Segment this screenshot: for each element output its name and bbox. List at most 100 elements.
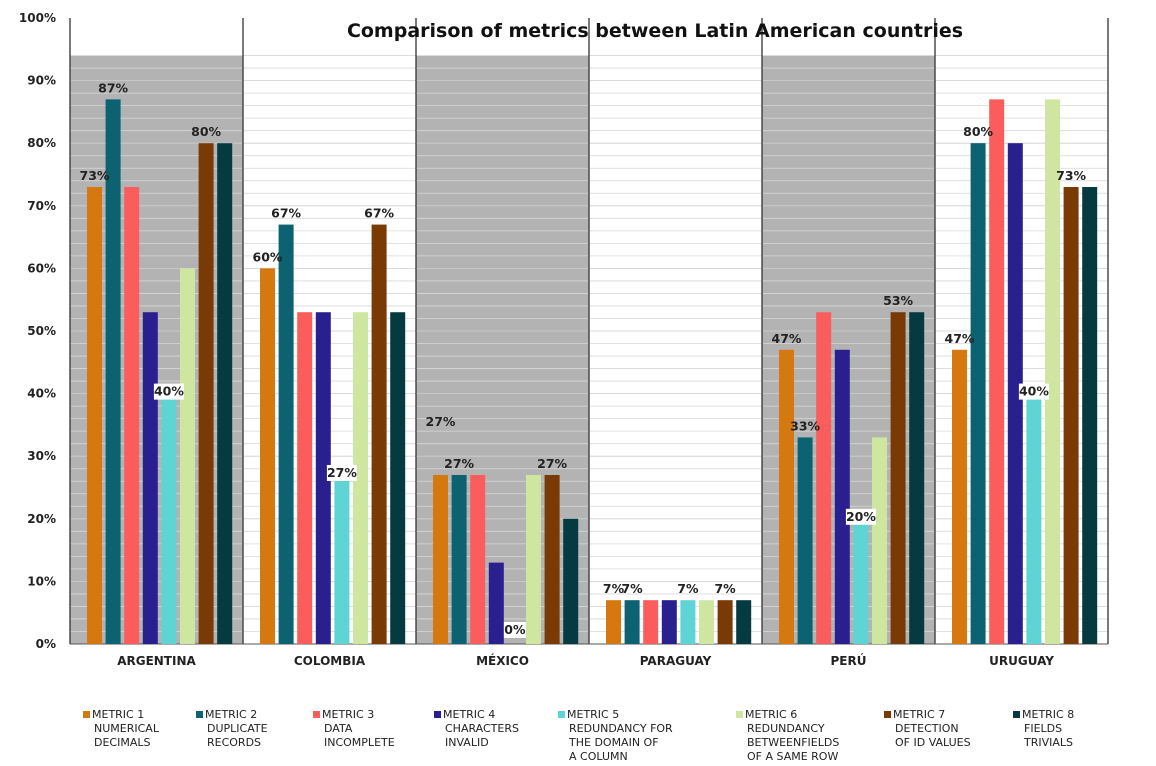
data-label: 87%: [98, 80, 128, 95]
y-tick-label: 50%: [27, 324, 56, 338]
bar: [834, 349, 850, 644]
data-label: 67%: [364, 206, 394, 221]
y-tick-label: 100%: [19, 11, 56, 25]
legend-swatch: [558, 711, 565, 718]
legend-label: NUMERICAL: [94, 722, 160, 735]
category-label: PERÚ: [831, 653, 867, 668]
bar: [105, 99, 121, 644]
legend-label: FIELDS: [1024, 722, 1062, 735]
legend-label: OF A SAME ROW: [747, 750, 838, 763]
legend-label: METRIC 3: [322, 708, 374, 721]
legend-label: THE DOMAIN OF: [568, 736, 659, 749]
bar: [87, 187, 102, 644]
bar: [909, 312, 925, 644]
data-label: 27%: [327, 465, 357, 480]
bar: [1082, 187, 1098, 644]
bar: [161, 393, 177, 644]
y-tick-label: 40%: [27, 387, 56, 401]
data-label: 27%: [537, 456, 567, 471]
bar: [606, 600, 621, 644]
data-label: 40%: [154, 384, 184, 399]
legend-label: RECORDS: [207, 736, 261, 749]
legend-label: INCOMPLETE: [324, 736, 395, 749]
data-label: 60%: [253, 249, 283, 264]
data-label: 27%: [444, 456, 474, 471]
data-label: 33%: [790, 418, 820, 433]
bar: [1026, 393, 1042, 644]
data-label-box: [1018, 383, 1049, 400]
bar: [952, 349, 967, 644]
bar: [470, 474, 486, 644]
bar: [736, 600, 752, 644]
bar: [1063, 187, 1079, 644]
bar: [779, 349, 794, 644]
legend-label: METRIC 5: [567, 708, 619, 721]
legend-label: METRIC 4: [443, 708, 495, 721]
bar: [989, 99, 1005, 644]
bar: [142, 312, 158, 644]
legend-label: A COLUMN: [569, 750, 628, 763]
legend-label: DATA: [324, 722, 353, 735]
data-label: 80%: [191, 124, 221, 139]
bar: [526, 474, 541, 644]
bar: [451, 474, 467, 644]
data-label: 27%: [426, 414, 456, 429]
legend-label: OF ID VALUES: [895, 736, 971, 749]
bar: [872, 437, 887, 644]
legend-label: METRIC 7: [893, 708, 945, 721]
y-tick-label: 20%: [27, 512, 56, 526]
category-label: URUGUAY: [989, 654, 1054, 668]
data-label: 7%: [677, 581, 699, 596]
data-label: 67%: [271, 206, 301, 221]
legend-label: METRIC 1: [92, 708, 144, 721]
data-label: 7%: [603, 581, 625, 596]
bar: [297, 312, 313, 644]
data-label: 0%: [504, 622, 526, 637]
data-label-box: [845, 508, 876, 525]
y-tick-label: 60%: [27, 261, 56, 275]
legend-label: BETWEENFIELDS: [747, 736, 839, 749]
data-label: 7%: [621, 581, 643, 596]
data-label: 53%: [883, 293, 913, 308]
y-tick-label: 10%: [27, 574, 56, 588]
y-tick-label: 0%: [36, 637, 56, 651]
data-label: 20%: [846, 509, 876, 524]
bars: [87, 99, 1098, 644]
bar: [371, 224, 387, 644]
bar: [217, 143, 233, 644]
legend-label: CHARACTERS: [445, 722, 519, 735]
legend-swatch: [196, 711, 203, 718]
category-label: MÉXICO: [476, 653, 529, 668]
bar: [1007, 143, 1023, 644]
chart-title: Comparison of metrics between Latin Amer…: [347, 20, 963, 42]
bar: [278, 224, 294, 644]
bar: [198, 143, 214, 644]
data-label: 73%: [1056, 168, 1086, 183]
bar: [680, 600, 696, 644]
legend-label: DUPLICATE: [207, 722, 268, 735]
legend-swatch: [736, 711, 743, 718]
data-labels: 73%87%40%80%60%67%27%67%27%27%0%27%7%7% 7…: [80, 80, 1087, 638]
legend-swatch: [313, 711, 320, 718]
bar: [315, 312, 331, 644]
category-label: COLOMBIA: [294, 654, 366, 668]
category-background-layer: [70, 55, 935, 645]
bar: [390, 312, 406, 644]
legend-label: DECIMALS: [94, 736, 150, 749]
legend-swatch: [434, 711, 441, 718]
bar: [353, 312, 368, 644]
y-tick-label: 80%: [27, 136, 56, 150]
data-label: 7%: [714, 581, 736, 596]
legend-label: TRIVIALS: [1023, 736, 1073, 749]
bar: [853, 518, 869, 644]
legend-label: REDUNDANCY: [747, 722, 825, 735]
legend-label: DETECTION: [895, 722, 959, 735]
legend-swatch: [83, 711, 90, 718]
bar: [334, 474, 350, 644]
data-label: 47%: [945, 331, 975, 346]
bar: [544, 474, 560, 644]
bar: [661, 600, 677, 644]
legend-swatch: [884, 711, 891, 718]
